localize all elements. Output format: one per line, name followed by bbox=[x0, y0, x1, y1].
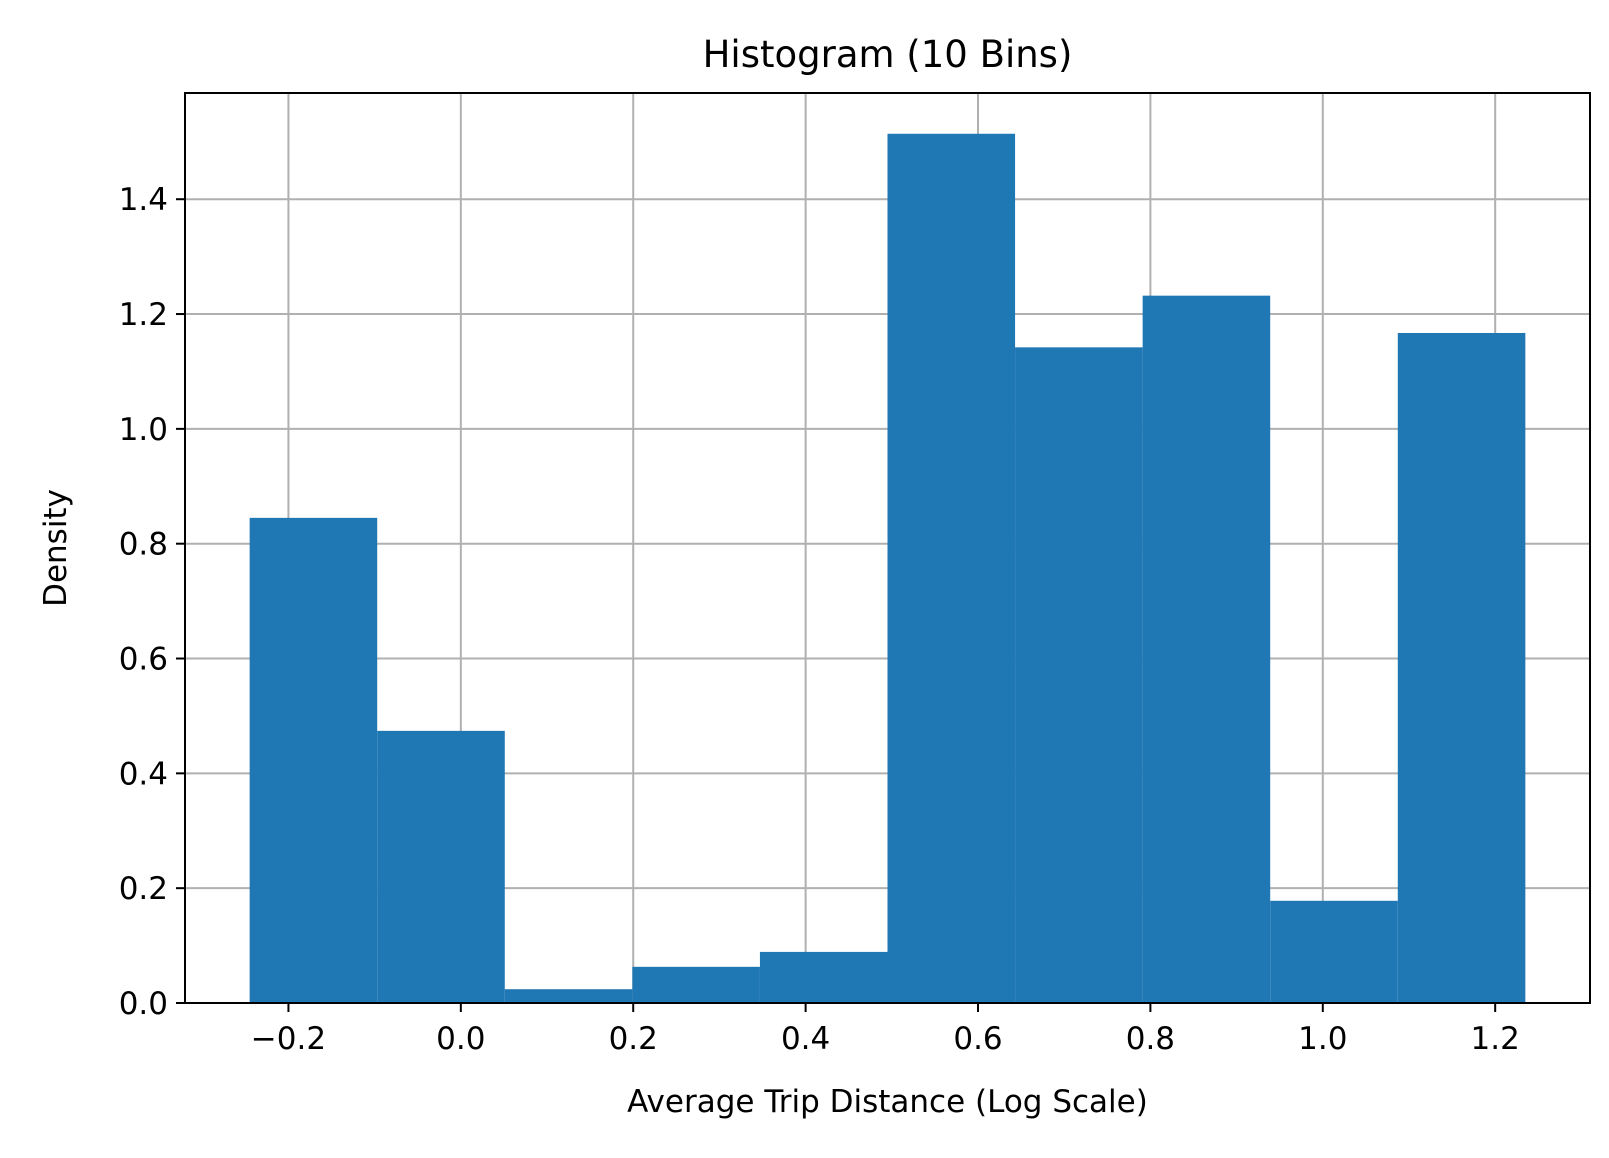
axis-ticks: −0.2 0.0 0.2 0.4 0.6 0.8 1.0 1.2 0.0 0.2 0.4 0.6 0.8… bbox=[119, 182, 1520, 1057]
y-tick-label: 1.4 bbox=[119, 182, 168, 218]
histogram-bar bbox=[1015, 347, 1143, 1003]
x-axis-label: Average Trip Distance (Log Scale) bbox=[627, 1084, 1148, 1120]
histogram-bar bbox=[632, 966, 760, 1003]
y-tick-label: 0.6 bbox=[119, 642, 168, 678]
histogram-bar bbox=[504, 989, 633, 1003]
histogram-bar bbox=[759, 951, 888, 1003]
histogram-bar bbox=[249, 517, 378, 1003]
histogram-bar bbox=[887, 133, 1016, 1003]
x-tick-label: 0.2 bbox=[609, 1021, 658, 1057]
y-tick-label: 1.0 bbox=[119, 412, 168, 448]
x-tick-label: 0.4 bbox=[781, 1021, 830, 1057]
histogram-bars bbox=[249, 133, 1526, 1003]
x-tick-label: 1.2 bbox=[1471, 1021, 1520, 1057]
y-tick-label: 0.2 bbox=[119, 871, 168, 907]
histogram-bar bbox=[377, 730, 505, 1003]
x-tick-label: −0.2 bbox=[251, 1021, 326, 1057]
histogram-bar bbox=[1142, 295, 1271, 1003]
x-tick-label: 0.0 bbox=[436, 1021, 485, 1057]
plot-frame bbox=[184, 92, 1591, 1004]
x-tick-label: 0.8 bbox=[1126, 1021, 1175, 1057]
x-tick-label: 0.6 bbox=[953, 1021, 1002, 1057]
y-tick-label: 0.4 bbox=[119, 756, 168, 792]
histogram-bar bbox=[1397, 332, 1526, 1003]
histogram-bar bbox=[1270, 900, 1398, 1003]
x-tick-label: 1.0 bbox=[1298, 1021, 1347, 1057]
y-axis-label: Density bbox=[38, 489, 74, 607]
y-tick-label: 0.0 bbox=[119, 986, 168, 1022]
y-tick-label: 0.8 bbox=[119, 527, 168, 563]
y-tick-label: 1.2 bbox=[119, 297, 168, 333]
chart-title: Histogram (10 Bins) bbox=[703, 33, 1073, 76]
